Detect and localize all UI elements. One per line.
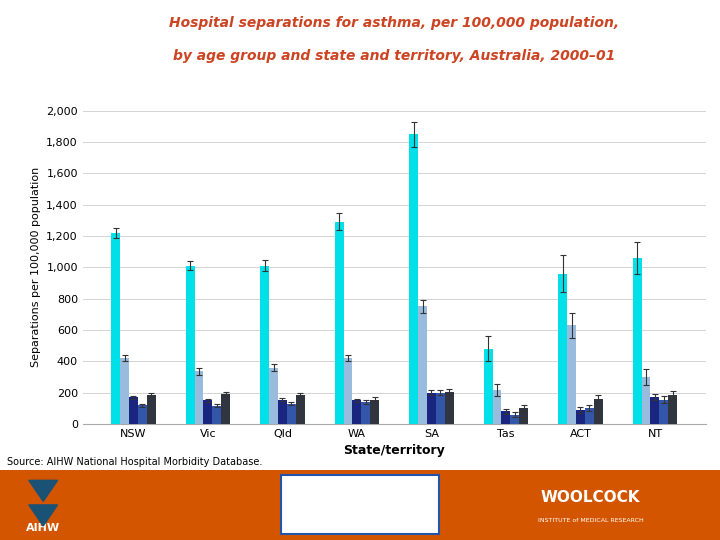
- Bar: [567, 325, 576, 424]
- Polygon shape: [29, 505, 58, 526]
- Bar: [558, 274, 567, 424]
- Bar: [445, 392, 454, 424]
- Bar: [594, 399, 603, 424]
- Bar: [585, 408, 594, 424]
- Bar: [129, 397, 138, 424]
- Bar: [147, 395, 156, 424]
- Text: by age group and state and territory, Australia, 2000–01: by age group and state and territory, Au…: [173, 49, 616, 63]
- Text: WOOLCOCK: WOOLCOCK: [541, 490, 640, 505]
- FancyBboxPatch shape: [281, 475, 439, 535]
- Bar: [510, 415, 519, 424]
- Bar: [427, 393, 436, 424]
- Bar: [501, 411, 510, 424]
- Bar: [633, 258, 642, 424]
- Bar: [260, 266, 269, 424]
- Bar: [370, 400, 379, 424]
- Bar: [111, 233, 120, 424]
- Bar: [576, 410, 585, 424]
- Bar: [212, 406, 221, 424]
- Bar: [361, 402, 370, 424]
- Bar: [120, 358, 129, 424]
- Bar: [492, 390, 501, 424]
- Text: Hospital separations for asthma, per 100,000 population,: Hospital separations for asthma, per 100…: [169, 16, 619, 30]
- Bar: [269, 368, 278, 424]
- Polygon shape: [29, 481, 58, 501]
- Bar: [278, 400, 287, 424]
- Bar: [194, 372, 204, 424]
- Bar: [519, 408, 528, 424]
- Text: Australian Centre for
Asthma Monitoring: Australian Centre for Asthma Monitoring: [323, 504, 397, 517]
- Bar: [668, 395, 678, 424]
- Bar: [353, 401, 361, 424]
- Legend: 0 to 4 years, 5 to 14 years, 15 to 34 years, 35 to 64 years, 65+ years: 0 to 4 years, 5 to 14 years, 15 to 34 ye…: [163, 484, 626, 494]
- Text: ACAM: ACAM: [335, 485, 385, 500]
- Text: AIHW: AIHW: [26, 523, 60, 533]
- Text: INSTITUTE of MEDICAL RESEARCH: INSTITUTE of MEDICAL RESEARCH: [538, 518, 643, 523]
- Bar: [650, 397, 660, 424]
- Bar: [660, 400, 668, 424]
- Bar: [204, 401, 212, 424]
- Bar: [335, 222, 343, 424]
- Bar: [186, 266, 194, 424]
- Bar: [409, 134, 418, 424]
- Y-axis label: Separations per 100,000 population: Separations per 100,000 population: [31, 167, 41, 367]
- Bar: [138, 405, 147, 424]
- Bar: [484, 349, 492, 424]
- Bar: [287, 403, 296, 424]
- Text: Source: AIHW National Hospital Morbidity Database.: Source: AIHW National Hospital Morbidity…: [7, 457, 263, 467]
- Bar: [642, 377, 650, 424]
- X-axis label: State/territory: State/territory: [343, 444, 445, 457]
- Bar: [221, 394, 230, 424]
- Bar: [436, 393, 445, 424]
- Bar: [343, 358, 353, 424]
- Bar: [418, 307, 427, 424]
- Bar: [296, 395, 305, 424]
